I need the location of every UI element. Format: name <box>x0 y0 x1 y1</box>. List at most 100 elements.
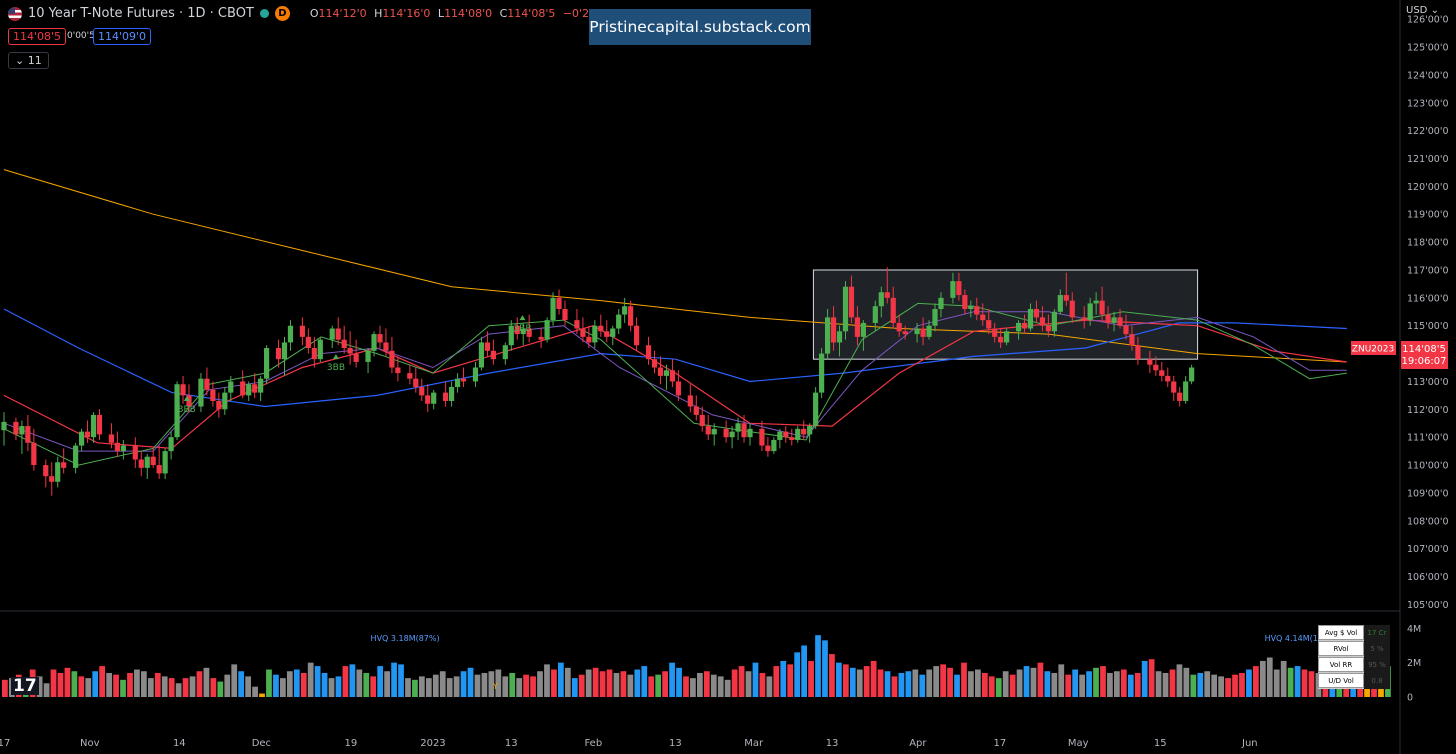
candle <box>729 426 735 449</box>
volume-bar <box>947 667 953 697</box>
candle-body <box>610 328 616 337</box>
buy-price-button[interactable]: 114'09'0 <box>93 28 152 45</box>
candle-body <box>1093 300 1099 304</box>
candle-body <box>675 381 681 396</box>
sell-price-button[interactable]: 114'08'5 <box>8 28 67 45</box>
candle-body <box>628 306 634 326</box>
volume-bar <box>238 671 245 697</box>
candle-body <box>132 445 138 460</box>
candle <box>228 375 234 401</box>
candle <box>78 428 85 452</box>
open-value: 114'12'0 <box>318 7 367 20</box>
candle <box>1135 336 1141 365</box>
candle-body <box>1123 325 1129 335</box>
candle <box>1 412 7 446</box>
volume-bar <box>648 676 655 697</box>
volume-bar <box>1294 666 1301 697</box>
candle-body <box>156 465 162 474</box>
high-value: 114'16'0 <box>382 7 431 20</box>
volume-bar <box>1086 671 1092 697</box>
candle <box>55 456 61 488</box>
volume-bar <box>1259 660 1266 697</box>
volume-bar <box>509 672 516 697</box>
symbol-tag: ZNU2023 <box>1351 341 1396 355</box>
candle <box>329 325 335 349</box>
volume-bar <box>273 674 279 697</box>
candle <box>1033 300 1040 323</box>
candle-body <box>932 309 938 326</box>
d-badge[interactable]: D <box>274 6 290 21</box>
candle-body <box>783 431 789 438</box>
volume-bar <box>154 672 161 697</box>
volume-bar <box>537 671 543 697</box>
volume-bar <box>1030 667 1037 697</box>
candle <box>974 297 980 321</box>
candle-body <box>216 400 222 410</box>
candle <box>383 328 389 357</box>
candle-body <box>795 428 801 440</box>
candle-body <box>508 325 514 346</box>
signal-label: 3BB <box>178 405 196 415</box>
currency-selector[interactable]: USD ⌄ <box>1406 5 1439 16</box>
candle-body <box>580 328 586 337</box>
volume-bar <box>78 676 85 697</box>
volume-bar <box>836 662 842 697</box>
candle <box>932 303 938 332</box>
candle <box>645 336 652 365</box>
candle-body <box>562 309 568 321</box>
candle <box>299 317 305 346</box>
candle <box>1045 314 1051 337</box>
volume-bar <box>676 667 682 697</box>
time-tick-label: May <box>1068 738 1089 749</box>
volume-bar <box>335 676 342 697</box>
candle-body <box>443 392 449 401</box>
volume-bar <box>669 662 675 697</box>
candle <box>490 339 496 365</box>
candle-body <box>1135 345 1141 360</box>
candle-body <box>1 421 7 431</box>
candle <box>777 428 783 449</box>
candle-body <box>114 442 120 452</box>
time-tick-label: 13 <box>669 738 682 749</box>
time-tick-label: 17 <box>994 738 1007 749</box>
candle <box>795 426 801 443</box>
candle <box>508 320 514 351</box>
candle-body <box>258 378 264 393</box>
symbol-title[interactable]: 10 Year T-Note Futures · 1D · CBOT <box>28 6 254 21</box>
candle <box>1183 375 1189 404</box>
last-price-text: 114'08'5 <box>1402 344 1446 355</box>
candle <box>663 364 670 390</box>
volume-bar <box>1037 662 1044 697</box>
volume-bar <box>300 672 307 697</box>
candle-body <box>616 314 622 329</box>
tradingview-logo-icon[interactable]: 17 <box>11 676 39 696</box>
candle <box>550 292 556 326</box>
time-tick-label: 15 <box>1154 738 1167 749</box>
candle <box>472 361 479 388</box>
candle-body <box>1027 309 1034 329</box>
candle-body <box>1129 334 1135 346</box>
candle-body <box>371 334 377 351</box>
candle <box>478 336 485 371</box>
volume-bar <box>356 669 363 697</box>
volume-bar <box>425 678 432 697</box>
time-tick-label: Feb <box>584 738 602 749</box>
candle-body <box>645 345 652 360</box>
indicators-toggle[interactable]: ⌄ 11 <box>8 52 49 69</box>
symbol-tag-text: ZNU2023 <box>1352 345 1394 355</box>
candle-body <box>240 381 246 396</box>
candle-body <box>377 334 383 343</box>
price-tick-label: 125'00'0 <box>1407 43 1449 54</box>
candle <box>651 350 658 374</box>
price-tick-label: 116'00'0 <box>1407 293 1449 304</box>
candle <box>263 345 270 385</box>
candle <box>90 412 97 443</box>
candle <box>783 426 789 443</box>
signal-arrow-icon <box>332 354 339 360</box>
volume-bar <box>724 679 731 697</box>
volume-bar <box>863 666 870 697</box>
stats-value: 5 % <box>1364 641 1390 657</box>
candle <box>353 339 359 368</box>
candle <box>395 356 401 382</box>
